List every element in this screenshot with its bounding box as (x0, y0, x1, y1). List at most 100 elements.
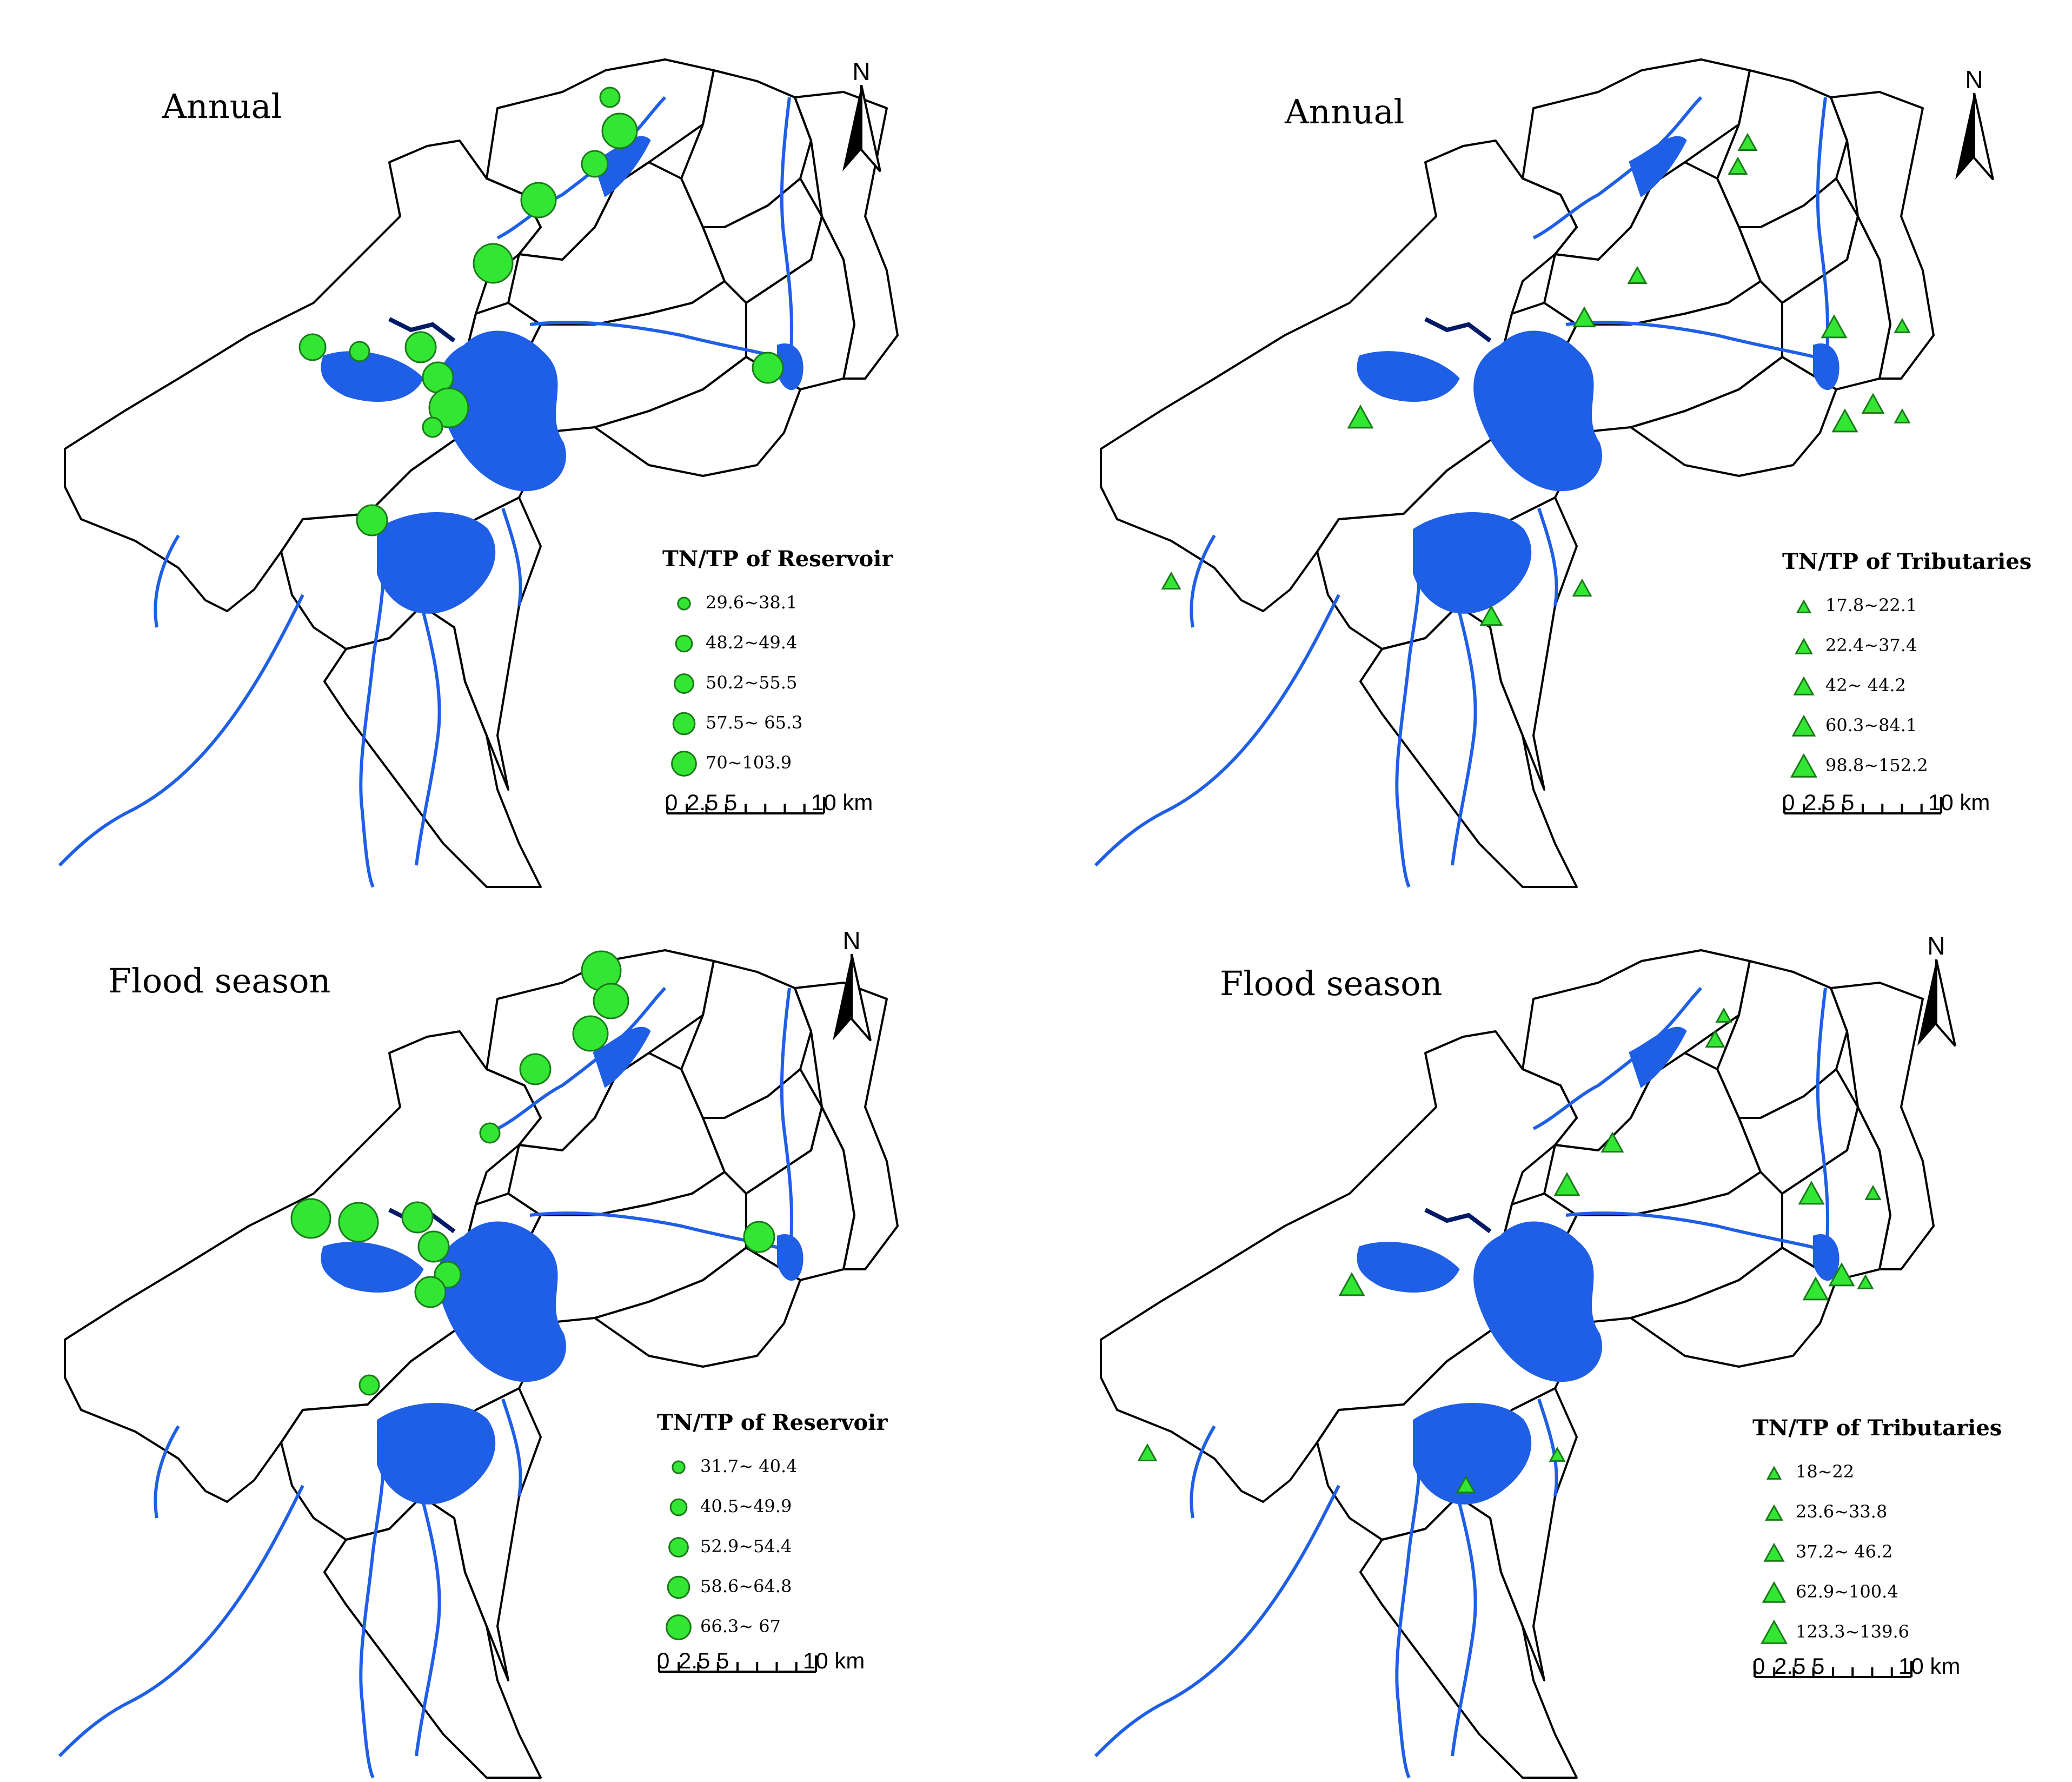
scale-tick-label: 2.5 (1774, 1653, 1806, 1679)
reservoir-site-marker (404, 331, 437, 363)
legend-item: 50.2~55.5 (662, 666, 893, 706)
river-line (1816, 97, 1830, 368)
reservoir-site-marker (666, 1614, 692, 1640)
tributary-site-marker (1796, 599, 1812, 613)
scale-bar-graphic (658, 1655, 817, 1673)
tributary-site-marker (1137, 1443, 1158, 1462)
reservoir-site-marker (298, 333, 327, 361)
basin-boundary (1830, 91, 1935, 380)
reservoir-site-marker (669, 1498, 688, 1516)
north-arrow: N (1950, 65, 1998, 184)
scale-bar: 0 2.5 5 10 km (1782, 790, 2009, 819)
tributary-site-marker (1627, 266, 1648, 284)
legend-class-label: 60.3~84.1 (1825, 715, 1917, 736)
scale-tick-label: 5 (725, 790, 738, 815)
dam-structure (1424, 317, 1492, 343)
map-legend: TN/TP of Reservoir 29.6~38.1 48.2~49.4 50.2… (662, 546, 893, 786)
circle-symbol-icon (675, 634, 693, 653)
legend-class-label: 98.8~152.2 (1825, 755, 1928, 776)
north-arrow-icon (1917, 959, 1956, 1047)
legend-item: 22.4~37.4 (1782, 628, 2031, 668)
map-legend: TN/TP of Tributaries 18~22 23.6~33.8 37.2~ … (1752, 1415, 2002, 1655)
tributary-site-marker (1456, 1475, 1476, 1494)
tributary-site-marker (1831, 408, 1858, 433)
legend-item: 31.7~ 40.4 (657, 1449, 887, 1489)
tributary-site-marker (1802, 1276, 1829, 1301)
river-line (1094, 1485, 1340, 1758)
water-body (321, 351, 424, 402)
river-line (529, 321, 779, 359)
triangle-symbol-icon (1793, 676, 1815, 695)
legend-class-label: 40.5~49.9 (700, 1496, 792, 1516)
reservoir-site-marker (349, 341, 370, 362)
river-line (154, 1425, 180, 1519)
tributary-site-marker (1828, 1262, 1855, 1287)
reservoir-site-marker (672, 1460, 686, 1474)
panel-title: Annual (162, 87, 282, 126)
panel-title: Flood season (108, 961, 331, 1001)
reservoir-site-marker (358, 1374, 380, 1396)
legend-title: TN/TP of Reservoir (662, 546, 893, 572)
river-line (1451, 605, 1477, 866)
scale-bar-graphic (1754, 1661, 1912, 1678)
tributary-site-marker (1790, 753, 1818, 778)
reservoir-site-marker (422, 416, 443, 438)
triangle-symbol-icon (1796, 599, 1812, 613)
scale-bar-graphic (666, 797, 825, 814)
reservoir-water (1357, 1026, 1839, 1505)
tributary-site-marker (1161, 571, 1181, 590)
circle-symbol-icon (674, 673, 694, 694)
circle-symbol-icon (668, 1537, 689, 1558)
map-canvas (58, 58, 899, 888)
triangle-symbol-icon (1760, 1619, 1788, 1644)
rivers (1094, 96, 1830, 888)
river-line (501, 1399, 522, 1497)
legend-class-label: 42~ 44.2 (1825, 675, 1906, 695)
reservoir-site-marker (356, 504, 388, 536)
north-arrow: N (827, 926, 876, 1045)
tributary-site-marker (1737, 133, 1758, 151)
tributary-site-marker (1728, 156, 1748, 175)
legend-class-label: 23.6~33.8 (1796, 1501, 1888, 1522)
legend-item: 70~103.9 (662, 746, 893, 786)
basin-boundary (1457, 496, 1578, 791)
reservoir-site-marker (428, 387, 469, 428)
tributary-site-marker (1762, 1581, 1787, 1603)
basin-boundary (1716, 960, 1848, 1119)
tributary-site-marker (1791, 714, 1816, 737)
river-line (1565, 321, 1815, 359)
river-line (1094, 594, 1340, 867)
reservoir-site-marker (601, 112, 638, 149)
tributary-site-marker (1715, 1007, 1732, 1023)
scale-bar: 0 2.5 5 10 km (665, 790, 892, 819)
basin-boundary (680, 69, 812, 228)
river-line (780, 988, 794, 1259)
reservoir-site-marker (674, 673, 694, 694)
panel-title: Annual (1285, 92, 1405, 131)
legend-item: 52.9~54.4 (657, 1529, 887, 1569)
tributary-site-marker (1572, 578, 1592, 597)
scale-tick-label: 10 km (1898, 1653, 1961, 1679)
water-body (1473, 330, 1602, 492)
monitoring-sites (290, 950, 775, 1396)
reservoir-site-marker (572, 1015, 609, 1052)
basin-boundaries (1100, 949, 1935, 1779)
reservoir-site-marker (743, 1221, 775, 1253)
basin-boundary (794, 91, 899, 380)
basin-boundary (1630, 1247, 1837, 1368)
legend-item: 40.5~49.9 (657, 1489, 887, 1529)
legend-item: 23.6~33.8 (1752, 1495, 2002, 1535)
legend-item: 123.3~139.6 (1752, 1615, 2002, 1655)
legend-class-label: 58.6~64.8 (700, 1576, 792, 1596)
legend-class-label: 17.8~22.1 (1825, 595, 1917, 615)
reservoir-site-marker (401, 1201, 434, 1234)
scale-tick-label: 2.5 (1804, 790, 1836, 815)
tributary-site-marker (1760, 1619, 1788, 1644)
triangle-symbol-icon (1763, 1542, 1785, 1562)
legend-class-label: 50.2~55.5 (706, 672, 798, 693)
reservoir-site-marker (338, 1202, 379, 1243)
tributary-site-marker (1821, 314, 1848, 339)
rivers (1094, 986, 1830, 1779)
legend-item: 29.6~38.1 (662, 586, 893, 626)
river-line (1565, 1211, 1815, 1249)
